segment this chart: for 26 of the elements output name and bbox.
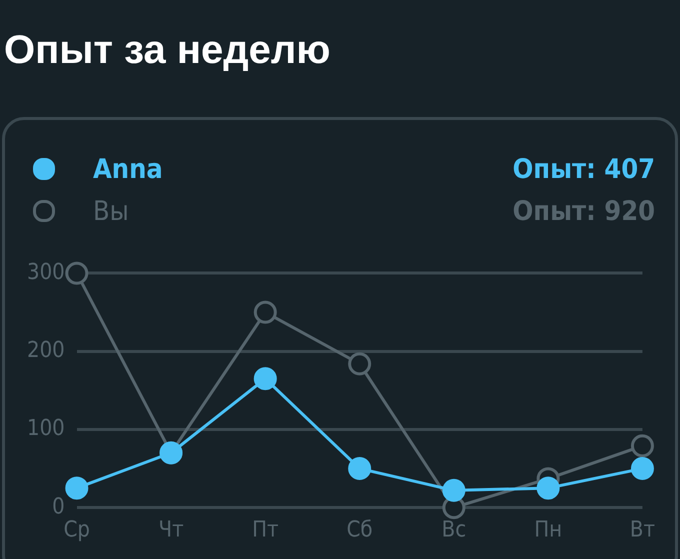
x-tick-label: Вт [630, 518, 655, 543]
point [630, 434, 654, 458]
point [65, 476, 88, 500]
x-tick-label: Сб [346, 518, 373, 543]
y-tick-label: 0 [52, 494, 65, 520]
point [254, 367, 277, 390]
point [348, 457, 372, 480]
x-tick-label: Вс [442, 518, 466, 543]
x-tick-label: Пн [534, 518, 562, 543]
x-tick-label: Ср [64, 518, 90, 543]
point [442, 478, 466, 502]
point [536, 476, 560, 500]
x-tick-label: Пт [252, 518, 279, 543]
legend-label: Anna [93, 154, 163, 184]
legend-label: Вы [93, 196, 129, 226]
y-tick-label: 200 [26, 338, 65, 364]
y-tick-label: 100 [26, 416, 65, 442]
text: Опыт: 407 [512, 154, 655, 184]
text: Опыт: 920 [512, 196, 655, 226]
point [630, 457, 654, 480]
point [254, 300, 277, 324]
chart-title: Опыт за неделю [4, 28, 330, 73]
point [348, 352, 372, 376]
point [65, 262, 88, 285]
y-tick-label: 300 [26, 260, 65, 285]
x-tick-label: Чт [158, 518, 184, 543]
